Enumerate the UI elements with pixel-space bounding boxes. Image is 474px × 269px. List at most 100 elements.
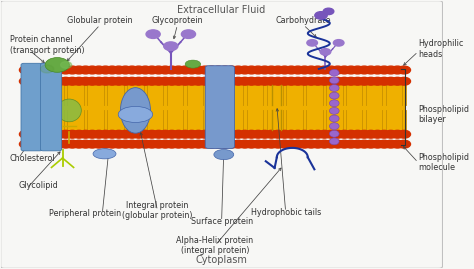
- Ellipse shape: [329, 123, 339, 130]
- Bar: [25, 85, 405, 130]
- Circle shape: [53, 140, 65, 148]
- Circle shape: [398, 77, 410, 85]
- Circle shape: [66, 77, 79, 85]
- Circle shape: [112, 140, 125, 148]
- Circle shape: [159, 130, 172, 138]
- Text: Surface protein: Surface protein: [191, 217, 253, 226]
- Circle shape: [318, 130, 331, 138]
- Circle shape: [106, 140, 118, 148]
- Circle shape: [272, 130, 284, 138]
- Circle shape: [159, 77, 172, 85]
- Circle shape: [139, 130, 152, 138]
- Circle shape: [384, 130, 397, 138]
- Circle shape: [325, 77, 337, 85]
- Circle shape: [92, 130, 105, 138]
- Circle shape: [298, 66, 311, 74]
- Circle shape: [358, 66, 371, 74]
- Ellipse shape: [120, 88, 150, 133]
- Text: Integral protein
(globular protein): Integral protein (globular protein): [122, 201, 193, 221]
- Circle shape: [132, 140, 145, 148]
- Circle shape: [212, 66, 225, 74]
- Circle shape: [152, 77, 165, 85]
- Circle shape: [265, 66, 278, 74]
- Circle shape: [46, 66, 59, 74]
- Circle shape: [33, 140, 46, 148]
- Circle shape: [79, 140, 92, 148]
- Circle shape: [258, 130, 271, 138]
- Circle shape: [338, 66, 351, 74]
- Text: Cytoplasm: Cytoplasm: [196, 255, 247, 265]
- Circle shape: [159, 140, 172, 148]
- Circle shape: [384, 77, 397, 85]
- Circle shape: [172, 140, 185, 148]
- Circle shape: [53, 66, 65, 74]
- Circle shape: [126, 130, 138, 138]
- Circle shape: [232, 140, 245, 148]
- Circle shape: [66, 66, 79, 74]
- Circle shape: [272, 140, 284, 148]
- Circle shape: [298, 130, 311, 138]
- Circle shape: [305, 140, 318, 148]
- FancyBboxPatch shape: [21, 63, 42, 151]
- Circle shape: [205, 66, 218, 74]
- Circle shape: [86, 140, 99, 148]
- Circle shape: [278, 77, 291, 85]
- Circle shape: [26, 140, 39, 148]
- Circle shape: [298, 140, 311, 148]
- Circle shape: [311, 140, 324, 148]
- Circle shape: [245, 140, 258, 148]
- Circle shape: [192, 140, 205, 148]
- Circle shape: [53, 130, 65, 138]
- Circle shape: [152, 140, 165, 148]
- Circle shape: [325, 66, 337, 74]
- Circle shape: [179, 130, 191, 138]
- Circle shape: [278, 66, 291, 74]
- Circle shape: [86, 77, 99, 85]
- Circle shape: [205, 130, 218, 138]
- Circle shape: [378, 140, 391, 148]
- Circle shape: [378, 130, 391, 138]
- Circle shape: [285, 140, 298, 148]
- Circle shape: [46, 140, 59, 148]
- Circle shape: [265, 130, 278, 138]
- Bar: [25, 108, 405, 130]
- Circle shape: [358, 140, 371, 148]
- Circle shape: [106, 77, 118, 85]
- Circle shape: [126, 140, 138, 148]
- Circle shape: [39, 140, 52, 148]
- Circle shape: [146, 130, 158, 138]
- Circle shape: [212, 130, 225, 138]
- Ellipse shape: [61, 62, 72, 68]
- Circle shape: [139, 140, 152, 148]
- Circle shape: [292, 130, 304, 138]
- Circle shape: [159, 66, 172, 74]
- Circle shape: [238, 66, 251, 74]
- Circle shape: [126, 77, 138, 85]
- Circle shape: [315, 12, 327, 19]
- Ellipse shape: [329, 138, 339, 145]
- Circle shape: [285, 130, 298, 138]
- Circle shape: [33, 130, 46, 138]
- Circle shape: [333, 40, 344, 46]
- Circle shape: [212, 140, 225, 148]
- Circle shape: [305, 66, 318, 74]
- Circle shape: [345, 66, 357, 74]
- Circle shape: [106, 66, 118, 74]
- Circle shape: [252, 140, 264, 148]
- Circle shape: [311, 66, 324, 74]
- Text: Hydrophilic
heads: Hydrophilic heads: [418, 39, 464, 59]
- Circle shape: [371, 130, 384, 138]
- Ellipse shape: [329, 115, 339, 122]
- FancyBboxPatch shape: [40, 63, 62, 151]
- Circle shape: [298, 77, 311, 85]
- Ellipse shape: [329, 100, 339, 107]
- Circle shape: [39, 130, 52, 138]
- Circle shape: [378, 66, 391, 74]
- Circle shape: [265, 77, 278, 85]
- Circle shape: [365, 77, 377, 85]
- Circle shape: [398, 140, 410, 148]
- Circle shape: [59, 140, 72, 148]
- Circle shape: [59, 77, 72, 85]
- Circle shape: [19, 77, 32, 85]
- Text: Extracellular Fluid: Extracellular Fluid: [177, 5, 266, 15]
